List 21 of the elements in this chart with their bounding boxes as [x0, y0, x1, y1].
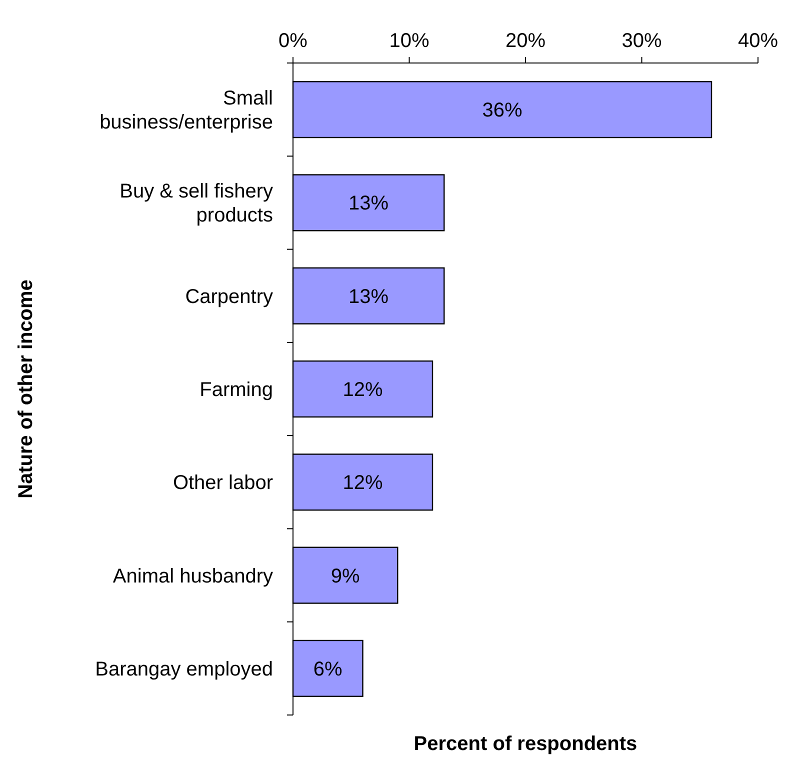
data-label: 12% [342, 379, 383, 401]
x-axis-title: Percent of respondents [414, 733, 638, 755]
data-label: 13% [348, 286, 389, 308]
data-label: 6% [313, 658, 343, 680]
data-label: 13% [348, 192, 389, 215]
data-label: 9% [330, 565, 360, 588]
x-tick-label: 20% [505, 30, 546, 52]
y-tick-label: Other labor [172, 472, 274, 494]
y-tick-label: Buy & sell fishery products [120, 180, 273, 227]
y-axis-title: Nature of other income [15, 280, 37, 498]
y-tick-label: Small business/enterprise [100, 88, 273, 134]
x-tick-label: 30% [622, 30, 662, 52]
x-tick-label: 0% [278, 30, 308, 52]
y-tick-label: Barangay employed [95, 658, 273, 680]
y-tick-label: Farming [200, 379, 273, 401]
data-label: 12% [342, 472, 383, 494]
y-tick-label: Carpentry [185, 286, 273, 308]
x-tick-label: 40% [738, 30, 778, 52]
data-label: 36% [482, 100, 522, 122]
y-tick-label: Animal husbandry [112, 565, 273, 588]
x-tick-label: 10% [389, 30, 430, 52]
